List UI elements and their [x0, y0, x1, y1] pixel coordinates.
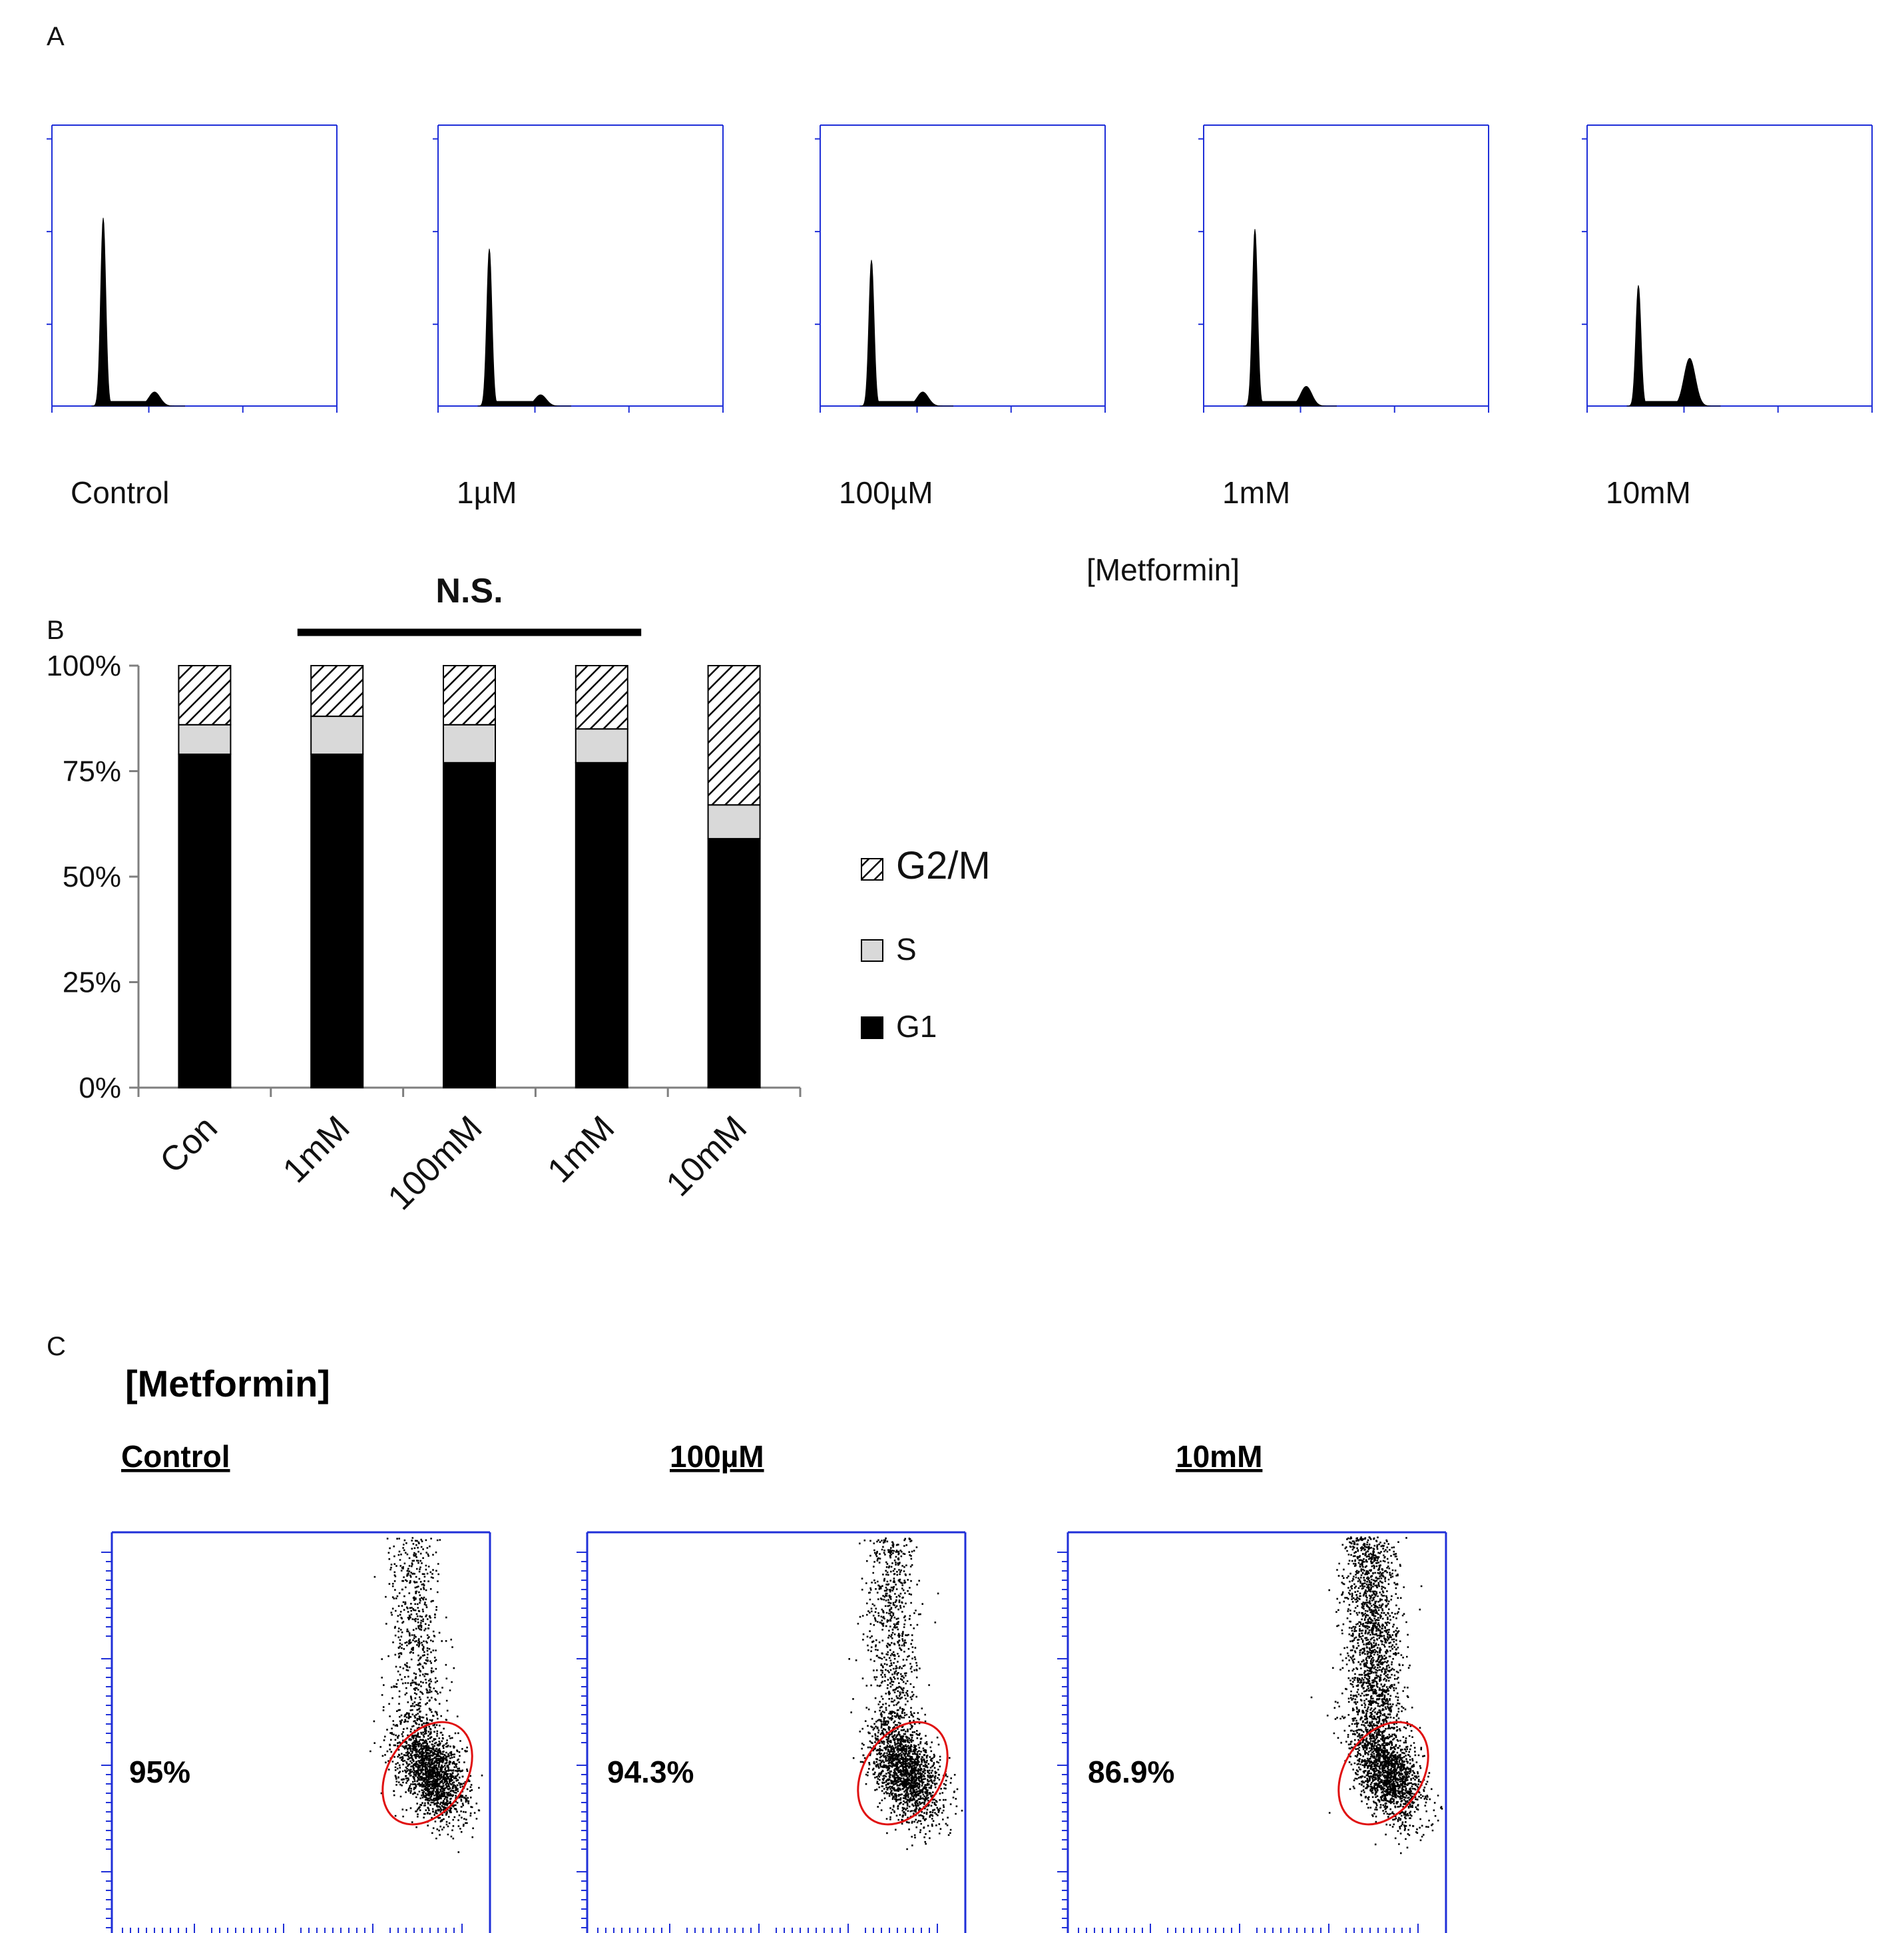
histogram-condition-label: Control [71, 475, 169, 510]
y-tick-label: 100% [46, 650, 121, 682]
scatter-events [848, 1537, 963, 1850]
panel-c-scatter-plots: Control 95% 100µM 94.3% 10mM 86.9% [101, 1439, 1447, 1933]
bar-g2-segment [707, 665, 761, 806]
panel-a-histograms: Control 1µM 100µM 1mM 10mM [47, 124, 1873, 510]
y-tick-label: 50% [63, 861, 121, 893]
x-category-label: Con [152, 1108, 224, 1180]
gate-percent-label: 94.3% [607, 1755, 694, 1789]
bar-g2-segment [310, 665, 364, 718]
y-tick-label: 25% [63, 966, 121, 999]
histogram-trace [91, 218, 185, 407]
panel-a-subtitle: [Metformin] [1086, 552, 1240, 587]
histogram-trace [1243, 229, 1337, 407]
legend-label-g2: G2/M [896, 844, 991, 887]
bar-s-segment [443, 724, 496, 763]
legend-swatch-s [861, 939, 883, 962]
x-category-label: 1mM [276, 1108, 357, 1190]
histogram-1: 1µM [433, 124, 724, 510]
histogram-2: 100µM [815, 124, 1106, 510]
histogram-condition-label: 100µM [839, 475, 933, 510]
bar-s-segment [310, 716, 364, 755]
scatter-condition-label: 100µM [670, 1439, 764, 1474]
histogram-trace [859, 260, 953, 407]
histogram-condition-label: 10mM [1606, 475, 1691, 510]
x-category-label: 10mM [659, 1108, 754, 1203]
histogram-trace [477, 248, 571, 407]
scatter-condition-label: Control [121, 1439, 230, 1474]
scatter-plot-1: 100µM 94.3% [577, 1439, 967, 1933]
y-tick-label: 75% [63, 755, 121, 788]
bar-g2-segment [443, 665, 496, 726]
bar-s-segment [178, 724, 232, 755]
legend-label-s: S [896, 932, 917, 966]
panel-a-letter: A [47, 22, 65, 51]
scatter-events [369, 1537, 483, 1853]
gate-percent-label: 95% [129, 1755, 190, 1789]
bar-s-segment [575, 728, 628, 763]
bar-g2-segment [178, 665, 232, 726]
bar-g1-segment [178, 753, 232, 1088]
histogram-3: 1mM [1198, 124, 1489, 510]
histogram-4: 10mM [1582, 124, 1873, 510]
histogram-trace [1626, 285, 1720, 407]
histogram-0: Control [47, 124, 338, 510]
bar-g1-segment [575, 761, 628, 1088]
scatter-plot-2: 10mM 86.9% [1057, 1439, 1447, 1933]
gate-ellipse [1337, 1721, 1429, 1826]
bar-s-segment [707, 804, 761, 839]
legend-swatch-g1 [861, 1016, 883, 1039]
y-tick-label: 0% [79, 1072, 121, 1104]
bar-g1-segment [443, 761, 496, 1088]
panel-b-letter: B [47, 616, 65, 645]
panel-c-title: [Metformin] [125, 1363, 330, 1404]
legend-label-g1: G1 [896, 1009, 937, 1044]
gate-percent-label: 86.9% [1088, 1755, 1174, 1789]
bar-g2-segment [575, 665, 628, 730]
histogram-condition-label: 1mM [1222, 475, 1290, 510]
histogram-condition-label: 1µM [457, 475, 517, 510]
legend-swatch-g2 [861, 858, 883, 881]
gate-ellipse [857, 1721, 949, 1826]
panel-b-stacked-bar-chart: 0% 25% 50% 75% 100% Con 1mM 100mM 1mM 10mM N.S. G2/… [46, 572, 990, 1217]
scatter-condition-label: 10mM [1176, 1439, 1262, 1474]
bar-g1-segment [310, 753, 364, 1088]
ns-annotation: N.S. [435, 572, 503, 610]
x-category-label: 1mM [541, 1108, 622, 1190]
scatter-plot-0: Control 95% [101, 1439, 491, 1933]
panel-c-letter: C [47, 1332, 66, 1361]
scatter-events [1310, 1536, 1443, 1854]
x-category-label: 100mM [381, 1108, 490, 1217]
bar-g1-segment [707, 837, 761, 1088]
gate-ellipse [381, 1721, 473, 1826]
